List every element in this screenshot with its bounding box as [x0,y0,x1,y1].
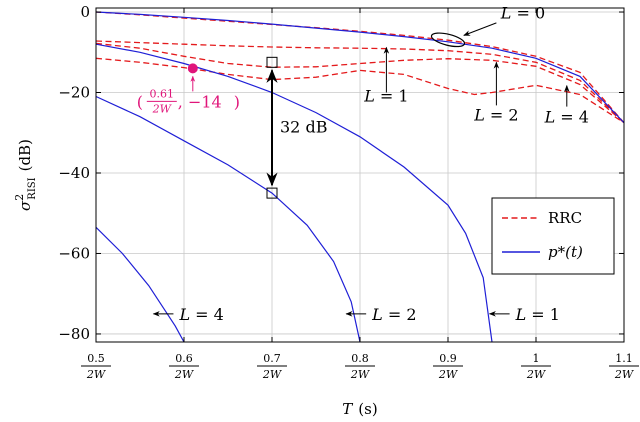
label-pstar-L2: L = 2 [371,305,416,324]
y-tick-label-3: −60 [58,244,90,262]
label-pstar-L4: L = 4 [178,305,223,324]
legend-box [491,197,615,275]
x-tick-label-num-3: 0.8 [351,352,369,365]
series-line-pstar-L1 [96,43,493,342]
series-line-pstar-L2 [96,95,361,342]
x-tick-label-den-5: 2W [526,368,547,381]
x-tick-label-num-6: 1.1 [615,352,633,365]
label-rrc-L4: L = 4 [544,108,589,127]
x-tick-label-den-4: 2W [438,368,459,381]
y-axis-label: σ2RISI (dB) [13,139,38,211]
x-tick-label-den-3: 2W [350,368,371,381]
x-tick-label-num-5: 1 [533,352,540,365]
gap-marker-bottom [266,187,278,199]
point-label-den: 2W [152,102,173,115]
series-group [96,11,624,342]
y-axis-label-sub: RISI [27,177,38,199]
point-label-y: , −14 [178,92,222,111]
x-axis-label-var: T [342,400,353,418]
legend-label-1: p*(t) [548,243,583,261]
label-rrc-L2: L = 2 [473,106,518,125]
x-axis-label: T (s) [342,400,377,418]
gap-marker-top [266,56,278,68]
y-tick-label-2: −40 [58,164,90,182]
point-label-open: ( [137,92,143,111]
highlight-point [187,63,198,74]
y-tick-label-0: 0 [80,3,90,21]
series-line-rrc-L0 [96,11,624,124]
point-label-num: 0.61 [150,87,175,100]
x-tick-label-den-2: 2W [262,368,283,381]
label-pstar-L1: L = 1 [515,305,560,324]
y-axis-label-sym: σ [16,200,34,211]
x-tick-label-num-4: 0.9 [439,352,457,365]
arrow-L0 [463,22,497,36]
series-line-rrc-L2 [96,42,624,124]
ellipse-marker-L0 [430,32,466,48]
y-tick-label-1: −20 [58,84,90,102]
series-line-rrc-L1 [96,40,624,124]
series-line-pstar-L0 [96,11,624,124]
x-tick-label-den-1: 2W [174,368,195,381]
label-rrc-L0: L = 0 [500,3,545,22]
x-axis-label-unit: (s) [358,400,377,418]
x-tick-label-den-0: 2W [86,368,107,381]
y-tick-label-4: −80 [58,325,90,343]
x-tick-label-num-0: 0.5 [87,352,105,365]
y-axis-label-sup: 2 [13,194,26,201]
x-tick-label-den-6: 2W [614,368,635,381]
series-line-pstar-L4 [96,226,185,342]
gap-label: 32 dB [280,118,327,137]
y-axis-label-unit: (dB) [16,139,34,171]
label-rrc-L1: L = 1 [363,87,408,106]
point-label-close: ) [234,92,240,111]
x-tick-label-num-2: 0.7 [263,352,281,365]
legend-label-0: RRC [548,209,582,227]
x-tick-label-num-1: 0.6 [175,352,193,365]
grid [95,8,625,342]
